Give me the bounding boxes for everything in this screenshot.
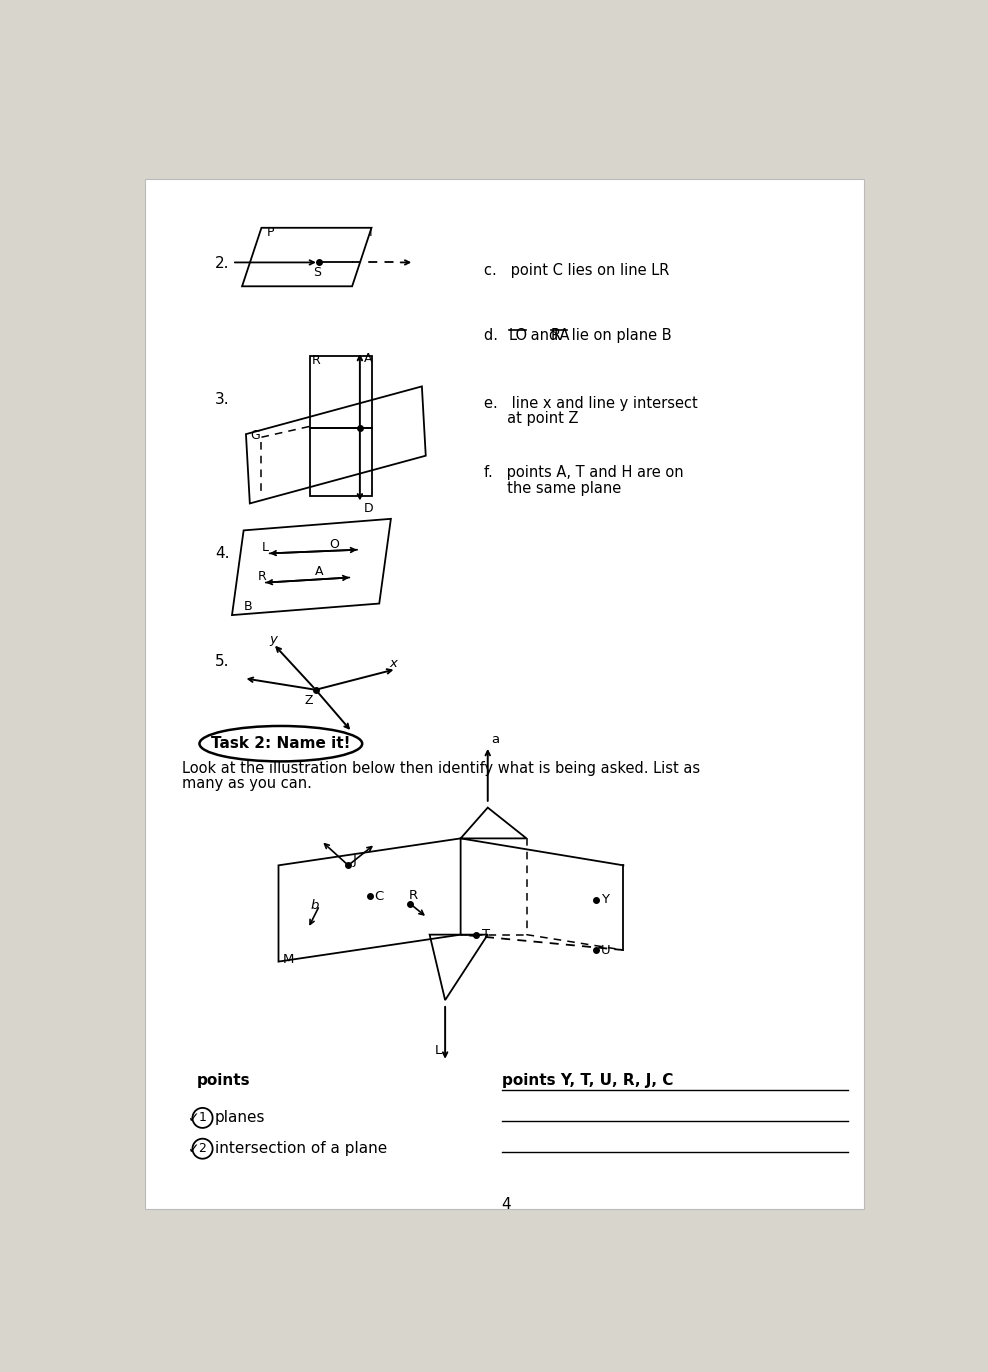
Text: Task 2: Name it!: Task 2: Name it! xyxy=(211,737,351,752)
Text: intersection of a plane: intersection of a plane xyxy=(215,1142,387,1157)
Text: Y: Y xyxy=(601,893,609,907)
Text: M: M xyxy=(284,952,294,966)
FancyBboxPatch shape xyxy=(145,178,864,1209)
Text: C: C xyxy=(373,889,383,903)
Text: many as you can.: many as you can. xyxy=(182,777,311,792)
Text: LO: LO xyxy=(509,328,528,343)
Text: f.   points A, T and H are on: f. points A, T and H are on xyxy=(484,465,684,480)
Text: R: R xyxy=(409,889,418,901)
Text: D: D xyxy=(364,502,373,516)
Text: L: L xyxy=(262,541,269,554)
Text: S: S xyxy=(313,266,321,279)
Text: A: A xyxy=(315,565,323,579)
Text: L: L xyxy=(435,1044,442,1056)
Text: T: T xyxy=(482,927,490,941)
Text: U: U xyxy=(601,944,611,956)
Text: A: A xyxy=(364,353,372,365)
Text: at point Z: at point Z xyxy=(484,412,578,427)
Text: e.   line x and line y intersect: e. line x and line y intersect xyxy=(484,397,698,410)
Text: c.   point C lies on line LR: c. point C lies on line LR xyxy=(484,263,669,279)
Text: R: R xyxy=(312,354,320,366)
Text: R: R xyxy=(258,571,267,583)
Text: the same plane: the same plane xyxy=(484,480,621,495)
Text: points Y, T, U, R, J, C: points Y, T, U, R, J, C xyxy=(502,1073,673,1088)
Text: and: and xyxy=(526,328,562,343)
Text: J: J xyxy=(352,855,356,867)
Text: P: P xyxy=(267,226,275,239)
Text: B: B xyxy=(244,600,252,613)
Text: 4.: 4. xyxy=(215,546,229,561)
Text: a: a xyxy=(492,733,500,746)
Text: planes: planes xyxy=(215,1110,266,1125)
Text: 3.: 3. xyxy=(215,392,229,407)
Text: 2: 2 xyxy=(199,1143,206,1155)
Text: G: G xyxy=(250,429,260,442)
Text: x: x xyxy=(389,657,397,670)
Text: points: points xyxy=(198,1073,251,1088)
Text: b: b xyxy=(310,899,319,912)
Text: Look at the illustration below then identify what is being asked. List as: Look at the illustration below then iden… xyxy=(182,761,700,775)
Text: 1: 1 xyxy=(199,1111,206,1125)
Text: I: I xyxy=(369,226,372,239)
Text: Z: Z xyxy=(305,694,313,707)
Text: lie on plane B: lie on plane B xyxy=(567,328,672,343)
Text: RA: RA xyxy=(550,328,570,343)
Text: ✓: ✓ xyxy=(188,1111,200,1125)
Text: 5.: 5. xyxy=(215,654,229,668)
Text: d.: d. xyxy=(484,328,512,343)
Text: 2.: 2. xyxy=(215,255,229,270)
Text: ✓: ✓ xyxy=(188,1142,200,1155)
Text: 4: 4 xyxy=(502,1196,511,1211)
Text: O: O xyxy=(329,538,339,550)
Text: y: y xyxy=(269,634,277,646)
